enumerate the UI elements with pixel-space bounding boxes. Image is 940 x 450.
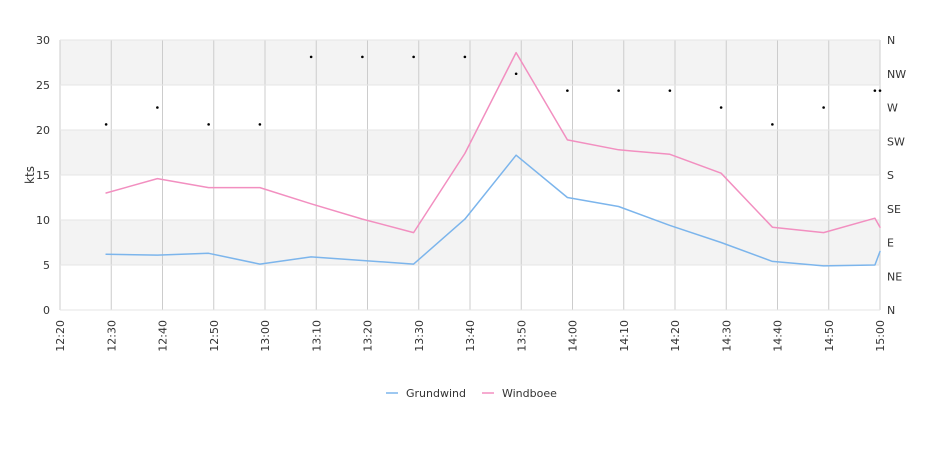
y-tick-label: 10 — [36, 214, 50, 227]
direction-point — [514, 72, 518, 76]
series-line-grundwind[interactable] — [105, 154, 881, 267]
x-axis-ticks: 12:20 12:30 12:40 12:50 13:00 13:10 13:20 13:30… — [54, 320, 887, 352]
direction-point — [617, 89, 620, 92]
y-axis-label: kts — [23, 166, 37, 184]
direction-point — [258, 123, 262, 126]
direction-point — [771, 123, 774, 126]
direction-point — [104, 123, 108, 126]
horizontal-grid — [60, 39, 880, 311]
direction-point — [719, 106, 723, 109]
y-tick-label: 0 — [43, 304, 50, 317]
direction-point — [822, 106, 825, 109]
x-tick-label: 14:00 — [567, 320, 580, 352]
x-tick-label: 13:10 — [310, 320, 323, 352]
x-tick-label: 13:30 — [413, 320, 426, 352]
direction-tick-label: SE — [887, 203, 901, 216]
direction-point — [361, 55, 364, 59]
direction-tick-label: S — [887, 169, 894, 182]
x-tick-label: 13:50 — [515, 320, 528, 352]
x-tick-label: 14:50 — [823, 320, 836, 352]
direction-point — [412, 55, 415, 59]
x-tick-label: 14:30 — [720, 320, 733, 352]
direction-axis-ticks: N NE E SE S SW W NW N — [887, 34, 906, 317]
direction-tick-label: N — [887, 304, 895, 317]
legend-item-windboee[interactable]: Windboee — [481, 387, 557, 400]
direction-point — [878, 89, 882, 92]
direction-point — [463, 55, 467, 59]
direction-tick-label: W — [887, 102, 898, 115]
direction-tick-label: NW — [887, 68, 906, 81]
direction-point — [566, 89, 569, 92]
y-tick-label: 5 — [43, 259, 50, 272]
x-tick-label: 12:20 — [54, 320, 67, 352]
legend-label: Windboee — [502, 387, 557, 400]
x-tick-label: 14:10 — [618, 320, 631, 352]
direction-tick-label: E — [887, 237, 894, 250]
x-tick-label: 12:50 — [208, 320, 221, 352]
direction-tick-label: N — [887, 34, 895, 47]
direction-tick-label: SW — [887, 135, 905, 148]
y-axis-ticks: 0 5 10 15 20 25 30 — [36, 34, 50, 317]
y-tick-label: 30 — [36, 34, 50, 47]
y-tick-label: 25 — [36, 79, 50, 92]
legend-item-grundwind[interactable]: Grundwind — [386, 387, 466, 400]
x-tick-label: 13:20 — [362, 320, 375, 352]
direction-point — [207, 123, 210, 126]
legend[interactable]: Grundwind Windboee — [386, 387, 557, 400]
x-tick-label: 12:30 — [105, 320, 118, 352]
y-tick-label: 15 — [36, 169, 50, 182]
legend-label: Grundwind — [406, 387, 466, 400]
direction-point — [156, 106, 159, 109]
direction-point — [668, 89, 672, 92]
x-tick-label: 12:40 — [157, 320, 170, 352]
direction-tick-label: NE — [887, 270, 902, 283]
x-tick-label: 13:00 — [259, 320, 272, 352]
y-tick-label: 20 — [36, 124, 50, 137]
series-group[interactable] — [105, 51, 881, 267]
series-line-windboee[interactable] — [105, 51, 881, 234]
x-tick-label: 14:40 — [772, 320, 785, 352]
direction-point — [873, 89, 877, 92]
x-tick-label: 15:00 — [874, 320, 887, 352]
direction-markers — [104, 55, 882, 126]
x-tick-label: 13:40 — [464, 320, 477, 352]
direction-point — [309, 55, 313, 59]
x-tick-label: 14:20 — [669, 320, 682, 352]
